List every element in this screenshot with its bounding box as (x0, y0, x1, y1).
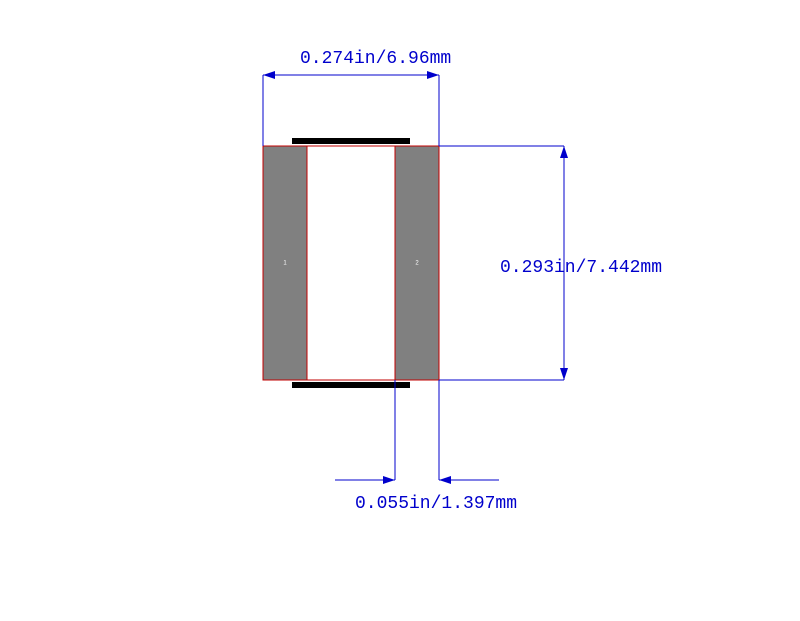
dimension-arrowhead (560, 146, 568, 158)
dim-padw-label: 0.055in/1.397mm (355, 494, 517, 514)
dimension-arrowhead (439, 476, 451, 484)
dimension-arrowhead (560, 368, 568, 380)
footprint-drawing: 120.274in/6.96mm0.293in/7.442mm0.055in/1… (0, 0, 800, 621)
dimension-arrowhead (383, 476, 395, 484)
silkscreen-bar-1 (292, 382, 410, 388)
dim-height-label: 0.293in/7.442mm (500, 258, 662, 278)
dimension-arrowhead (263, 71, 275, 79)
dimension-arrowhead (427, 71, 439, 79)
dim-width-label: 0.274in/6.96mm (300, 49, 451, 69)
silkscreen-bar-0 (292, 138, 410, 144)
